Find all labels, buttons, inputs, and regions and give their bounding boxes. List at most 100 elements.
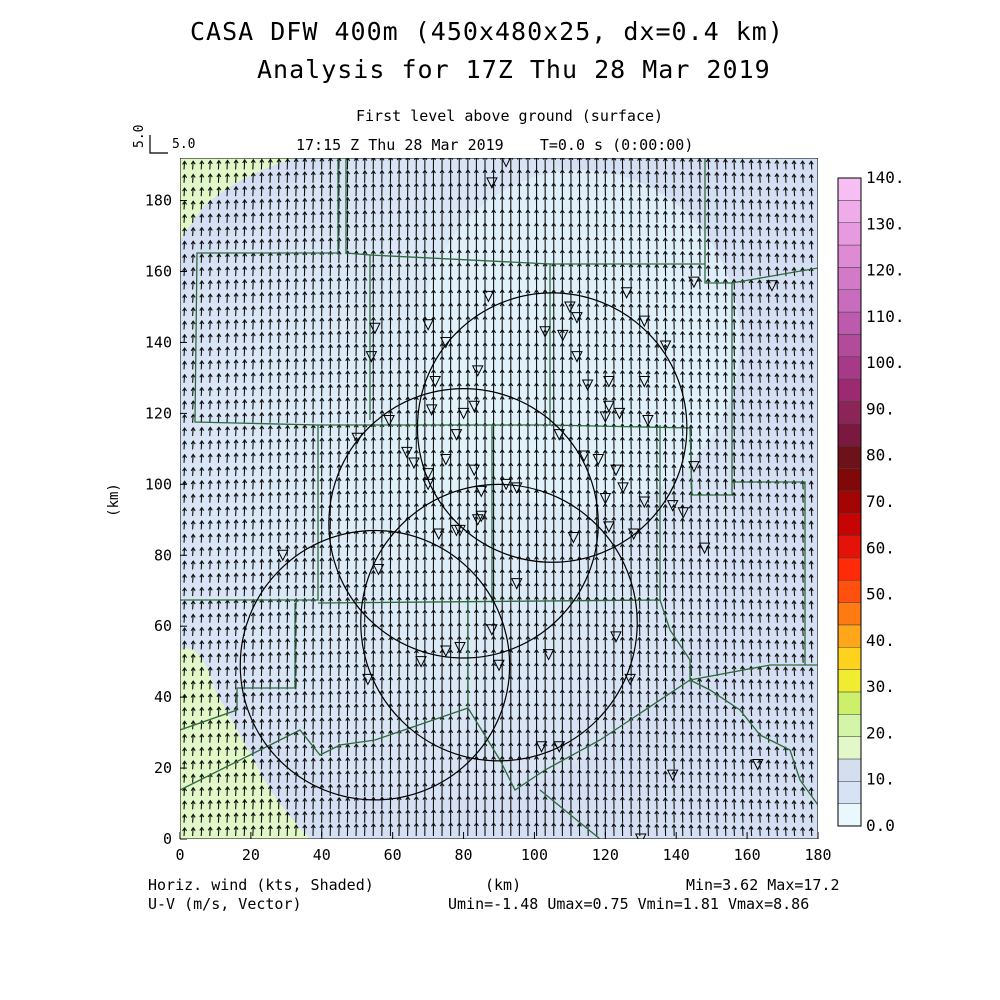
colorbar-label: 80. (866, 446, 895, 465)
station-marker (638, 496, 651, 509)
colorbar-segment (837, 758, 862, 782)
station-marker (408, 457, 420, 470)
station-marker (475, 510, 488, 523)
station-marker (471, 514, 484, 526)
station-marker (571, 351, 583, 363)
station-marker (468, 464, 480, 477)
range-ring (360, 483, 638, 762)
x-tick-label: 60 (384, 846, 402, 864)
wind-speed-shading (180, 158, 818, 839)
station-marker (440, 645, 452, 658)
x-axis: 0 20 40 60 80 100 120 140 160 180 (175, 832, 832, 864)
station-marker (581, 379, 594, 392)
station-marker (539, 326, 551, 338)
x-tick-label: 120 (592, 846, 619, 864)
range-ring (416, 292, 688, 563)
colorbar-segment (837, 557, 862, 581)
station-marker (642, 414, 654, 427)
reference-vector: 5.0 5.0 (132, 125, 195, 154)
ref-vector-x-label: 5.0 (172, 137, 195, 152)
x-tick-label: 80 (455, 846, 473, 864)
station-marker (422, 478, 434, 491)
station-marker (599, 493, 612, 505)
station-markers (276, 158, 778, 839)
colorbar-label: 10. (866, 770, 895, 789)
station-marker (422, 319, 434, 331)
station-marker (369, 322, 381, 335)
colorbar-label: 50. (866, 585, 895, 604)
ref-vector-y-label: 5.0 (132, 125, 147, 148)
station-marker (751, 759, 764, 771)
radar-range-rings (239, 292, 688, 801)
colorbar-segment (837, 222, 862, 246)
colorbar-label: 20. (866, 723, 895, 742)
chart-title-line2: Analysis for 17Z Thu 28 Mar 2019 (257, 55, 771, 84)
range-ring (239, 529, 511, 801)
colorbar-segment (837, 714, 862, 737)
station-marker (432, 528, 445, 541)
colorbar-label: 90. (866, 399, 895, 418)
station-marker (415, 656, 427, 668)
station-marker (493, 659, 505, 672)
station-marker (500, 478, 512, 491)
station-marker (613, 407, 626, 420)
colorbar-segment (837, 691, 862, 715)
station-marker (542, 649, 555, 661)
legend-vector-label: U-V (m/s, Vector) (148, 895, 302, 913)
colorbar-segment (837, 445, 862, 469)
station-marker (564, 301, 576, 314)
station-marker (567, 532, 580, 544)
station-marker (571, 312, 583, 324)
colorbar-label: 0.0 (866, 816, 895, 835)
station-marker (440, 336, 452, 349)
colorbar-segment (837, 200, 862, 223)
x-tick-label: 180 (804, 846, 831, 864)
station-marker (450, 429, 463, 441)
colorbar-segment (837, 624, 862, 648)
y-tick-label: 160 (145, 263, 172, 281)
colorbar-segment (837, 646, 862, 670)
station-marker (666, 769, 679, 782)
colorbar-label: 110. (866, 307, 905, 326)
colorbar-segment (837, 535, 862, 559)
colorbar-segment (837, 311, 862, 335)
x-axis-unit-label: (km) (485, 876, 522, 894)
colorbar-segment (837, 334, 862, 358)
station-marker (510, 578, 523, 590)
station-marker (553, 741, 566, 753)
colorbar-segment (837, 267, 862, 290)
station-marker (486, 177, 498, 189)
level-label: First level above ground (surface) (356, 107, 664, 125)
station-marker (372, 563, 385, 576)
station-marker (610, 464, 622, 477)
x-tick-label: 0 (175, 846, 184, 864)
colorbar-segment (837, 378, 862, 402)
station-marker (603, 375, 615, 388)
station-marker (383, 414, 395, 427)
station-marker (365, 351, 378, 363)
time-label: 17:15 Z Thu 28 Mar 2019 T=0.0 s (0:00:00… (296, 136, 694, 154)
colorbar-segment (837, 356, 862, 380)
colorbar-label: 120. (866, 261, 905, 280)
station-marker (688, 276, 700, 289)
x-tick-label: 140 (663, 846, 690, 864)
county-boundaries (180, 158, 818, 839)
y-tick-label: 100 (145, 475, 172, 493)
y-tick-label: 0 (163, 830, 172, 848)
station-marker (620, 287, 633, 299)
station-marker (617, 482, 629, 494)
station-marker (638, 375, 651, 388)
station-marker (471, 365, 484, 377)
colorbar-segment (837, 736, 862, 760)
y-tick-label: 120 (145, 404, 172, 422)
x-tick-label: 100 (521, 846, 548, 864)
station-marker (276, 549, 289, 562)
colorbar-label: 70. (866, 492, 895, 511)
station-marker (429, 375, 442, 388)
colorbar: 0.0 10. 20. 30. 40. 50. 60. 70. 80. 90. 100. 110. 12… (837, 168, 905, 835)
station-marker (510, 482, 523, 494)
colorbar-segment (837, 244, 862, 268)
colorbar-label: 130. (866, 214, 905, 233)
station-marker (454, 524, 466, 537)
station-marker (482, 290, 495, 303)
